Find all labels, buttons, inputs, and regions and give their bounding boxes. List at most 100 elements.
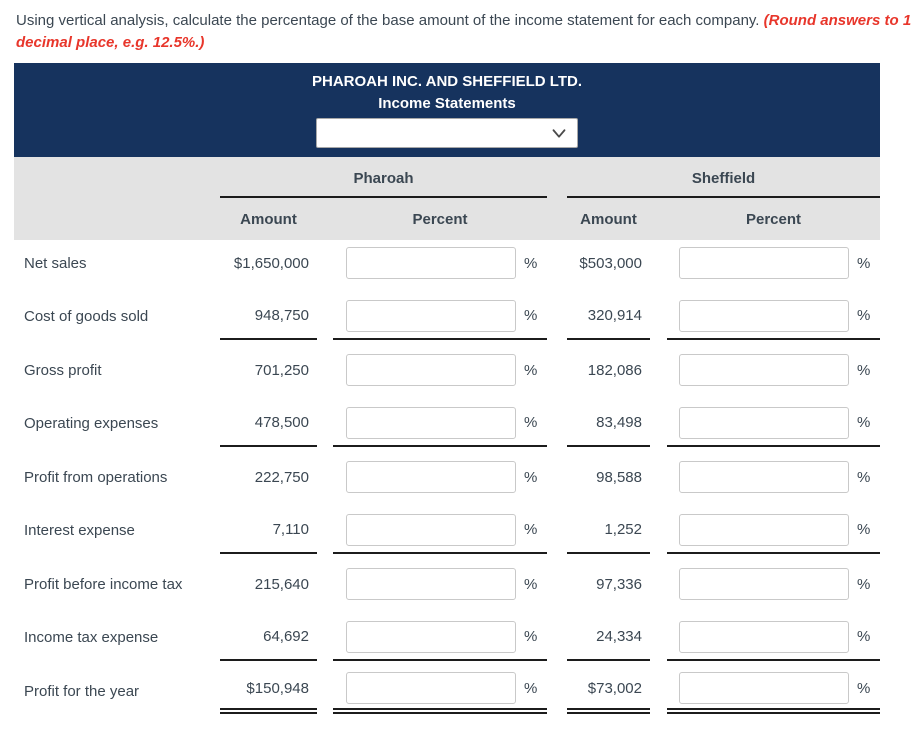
pharoah-percent-input[interactable]	[346, 620, 516, 653]
sheffield-percent-input[interactable]	[679, 568, 849, 600]
row-label: Gross profit	[24, 361, 102, 379]
percent-sign: %	[857, 414, 871, 431]
sheffield-percent-input[interactable]	[679, 513, 849, 546]
percent-sign: %	[857, 468, 871, 486]
percent-sign: %	[857, 628, 871, 645]
pharoah-percent-cell: %	[333, 561, 547, 607]
row-label: Net sales	[24, 254, 87, 272]
pharoah-percent-input[interactable]	[346, 354, 516, 386]
sheffield-percent-cell: %	[667, 615, 880, 661]
pharoah-amount-cell: 7,110	[220, 508, 317, 554]
statement-header: PHAROAH INC. AND SHEFFIELD LTD. Income S…	[14, 63, 880, 157]
row-label: Interest expense	[24, 522, 135, 539]
sheffield-percent-cell: %	[667, 454, 880, 500]
instruction-main: Using vertical analysis, calculate the p…	[16, 12, 764, 29]
sheffield-percent-cell: %	[667, 668, 880, 714]
sheffield-percent-cell: %	[667, 401, 880, 447]
pharoah-amount-cell: 222,750	[254, 468, 309, 486]
table-row: Profit before income tax 215,640 % 97,33…	[14, 561, 880, 615]
income-statement-widget: PHAROAH INC. AND SHEFFIELD LTD. Income S…	[14, 63, 880, 722]
table-row: Cost of goods sold 948,750 % 320,914 %	[14, 294, 880, 348]
sheffield-amount-cell: 182,086	[587, 361, 642, 379]
column-header-sheffield-amount: Amount	[580, 210, 637, 228]
sheffield-percent-input[interactable]	[679, 247, 849, 279]
pharoah-percent-cell: %	[333, 401, 547, 447]
sheffield-amount-cell: 98,588	[596, 468, 642, 486]
pharoah-percent-input[interactable]	[346, 513, 516, 546]
table-row: Gross profit 701,250 % 182,086 %	[14, 347, 880, 401]
percent-sign: %	[524, 521, 538, 538]
row-label: Profit from operations	[24, 468, 168, 486]
pharoah-amount-cell: $1,650,000	[233, 254, 309, 272]
chevron-down-icon	[548, 122, 577, 144]
pharoah-percent-input[interactable]	[346, 299, 516, 332]
sheffield-percent-cell: %	[667, 347, 880, 393]
row-label: Profit before income tax	[24, 575, 183, 593]
pharoah-amount-cell: 215,640	[254, 575, 309, 593]
percent-sign: %	[524, 307, 538, 324]
sheffield-amount-cell: 83,498	[567, 401, 650, 447]
row-label: Operating expenses	[24, 415, 159, 432]
table-row: Income tax expense 64,692 % 24,334 %	[14, 615, 880, 669]
percent-sign: %	[524, 254, 538, 272]
pharoah-percent-cell: %	[333, 508, 547, 554]
sheffield-percent-input[interactable]	[679, 406, 849, 439]
percent-sign: %	[524, 414, 538, 431]
pharoah-amount-cell: $150,948	[220, 668, 317, 714]
pharoah-percent-input[interactable]	[346, 461, 516, 493]
sheffield-percent-input[interactable]	[679, 299, 849, 332]
percent-sign: %	[524, 361, 538, 379]
statement-subtitle: Income Statements	[378, 95, 516, 112]
pharoah-percent-cell: %	[333, 454, 547, 500]
pharoah-percent-cell: %	[333, 294, 547, 340]
percent-sign: %	[857, 521, 871, 538]
group-header-pharoah: Pharoah	[220, 157, 547, 198]
table-row: Interest expense 7,110 % 1,252 %	[14, 508, 880, 562]
percent-sign: %	[524, 679, 538, 697]
sheffield-percent-cell: %	[667, 561, 880, 607]
table-body: Net sales $1,650,000 % $503,000 % Cost o…	[14, 240, 880, 722]
percent-sign: %	[857, 679, 871, 697]
sheffield-percent-input[interactable]	[679, 620, 849, 653]
instruction-note: (Round answers to 1 decimal place, e.g. …	[16, 12, 912, 51]
pharoah-percent-input[interactable]	[346, 247, 516, 279]
pharoah-amount-cell: 948,750	[220, 294, 317, 340]
sheffield-percent-input[interactable]	[679, 354, 849, 386]
percent-sign: %	[857, 575, 871, 593]
pharoah-amount-cell: 701,250	[254, 361, 309, 379]
period-select[interactable]	[316, 118, 578, 148]
sheffield-amount-cell: 1,252	[567, 508, 650, 554]
sheffield-percent-input[interactable]	[679, 461, 849, 493]
pharoah-percent-cell: %	[333, 615, 547, 661]
percent-sign: %	[857, 361, 871, 379]
table-row: Profit for the year $150,948 % $73,002 %	[14, 668, 880, 722]
sheffield-percent-cell: %	[667, 508, 880, 554]
pharoah-percent-input[interactable]	[346, 568, 516, 600]
pharoah-percent-input[interactable]	[346, 406, 516, 439]
sheffield-amount-cell: $503,000	[579, 254, 642, 272]
column-header-sheffield-percent: Percent	[745, 210, 802, 228]
sheffield-amount-cell: 320,914	[567, 294, 650, 340]
row-label: Profit for the year	[24, 682, 140, 700]
row-label: Cost of goods sold	[24, 308, 149, 325]
column-header-pharoah-amount: Amount	[240, 210, 297, 228]
percent-sign: %	[524, 628, 538, 645]
sheffield-amount-cell: 97,336	[596, 575, 642, 593]
pharoah-amount-cell: 64,692	[220, 615, 317, 661]
column-header-pharoah-percent: Percent	[412, 210, 468, 228]
sheffield-percent-input[interactable]	[679, 672, 849, 704]
sheffield-percent-cell: %	[667, 240, 880, 286]
percent-sign: %	[524, 575, 538, 593]
table-row: Net sales $1,650,000 % $503,000 %	[14, 240, 880, 294]
pharoah-percent-cell: %	[333, 668, 547, 714]
sheffield-percent-cell: %	[667, 294, 880, 340]
sheffield-amount-cell: 24,334	[567, 615, 650, 661]
sheffield-amount-cell: $73,002	[567, 668, 650, 714]
pharoah-percent-input[interactable]	[346, 672, 516, 704]
instruction-text: Using vertical analysis, calculate the p…	[0, 0, 920, 54]
row-label: Income tax expense	[24, 629, 159, 646]
table-row: Operating expenses 478,500 % 83,498 %	[14, 401, 880, 455]
pharoah-percent-cell: %	[333, 347, 547, 393]
statement-title: PHAROAH INC. AND SHEFFIELD LTD.	[312, 73, 582, 90]
percent-sign: %	[857, 254, 871, 272]
